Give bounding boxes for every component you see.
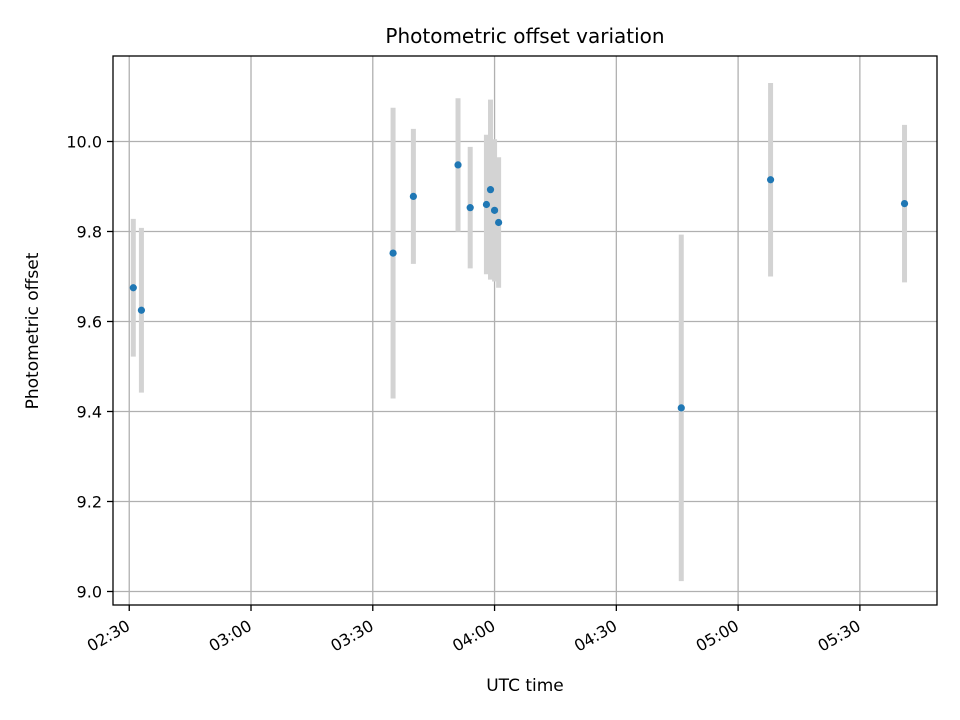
y-tick-label: 9.0	[77, 583, 102, 602]
data-point	[129, 284, 137, 292]
x-axis-label: UTC time	[486, 676, 564, 696]
y-axis-ticks: 9.0 9.2 9.4 9.6 9.8 10.0	[66, 133, 113, 602]
grid	[113, 56, 937, 605]
y-axis-label: Photometric offset	[23, 252, 43, 409]
data-point	[482, 200, 491, 209]
data-point	[137, 306, 146, 314]
y-tick-label: 9.6	[77, 313, 102, 332]
data-point	[490, 206, 499, 214]
data-point	[409, 192, 417, 200]
data-point	[454, 161, 462, 169]
data-point	[495, 218, 503, 227]
data-point	[466, 204, 474, 212]
data-point	[486, 186, 495, 194]
y-tick-label: 9.4	[77, 403, 102, 422]
data-point	[766, 176, 775, 184]
data-point	[389, 249, 397, 257]
data-points	[129, 161, 909, 412]
plot-frame	[112, 55, 938, 606]
data-point	[677, 404, 685, 412]
y-tick-label: 9.2	[77, 493, 102, 512]
y-tick-label: 10.0	[66, 133, 102, 152]
data-point	[900, 200, 909, 208]
chart-title: Photometric offset variation	[385, 24, 664, 48]
y-tick-label: 9.8	[77, 223, 102, 242]
